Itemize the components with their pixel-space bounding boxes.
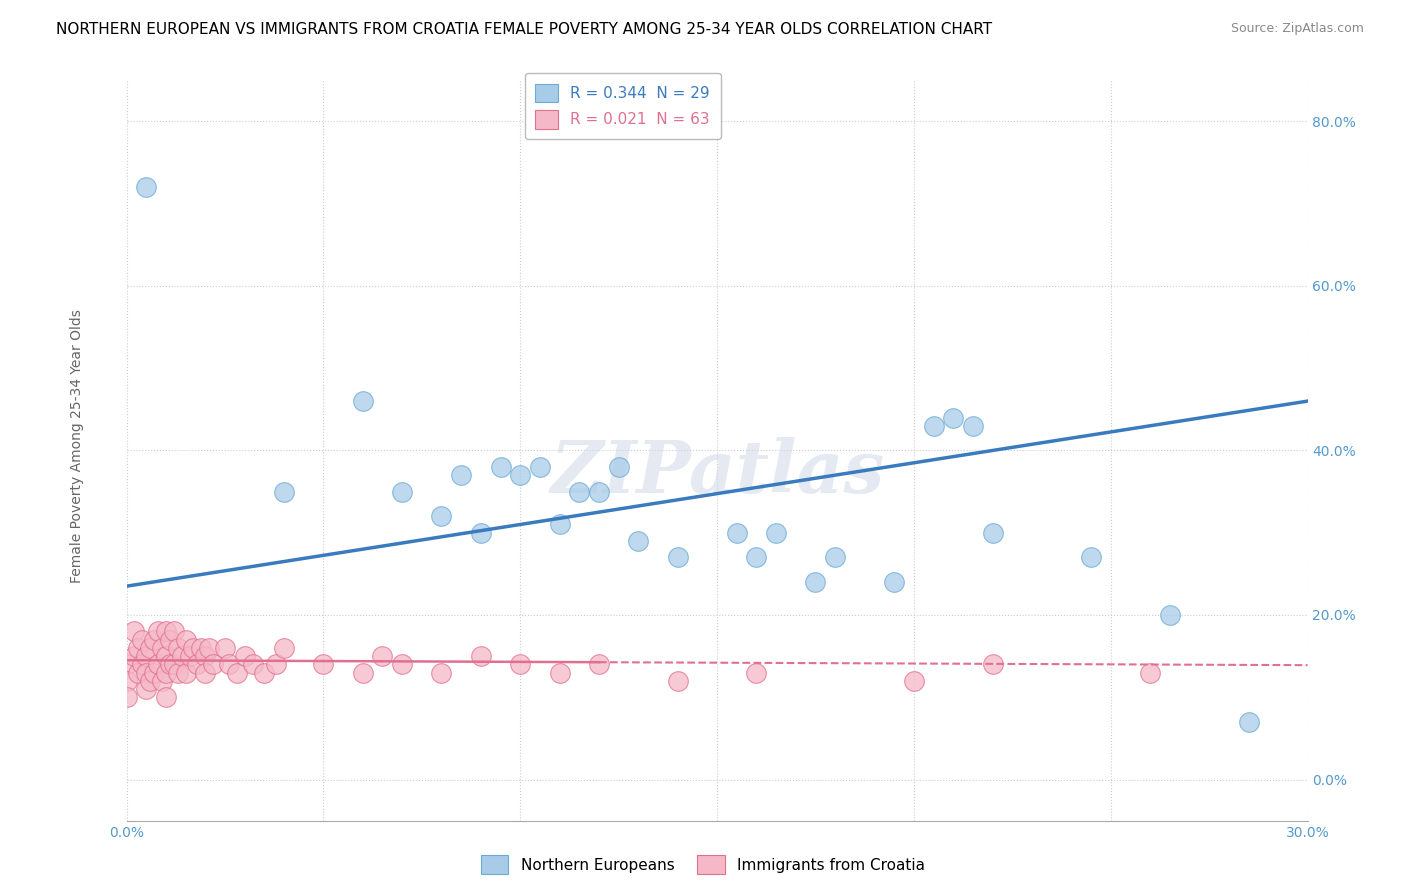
Point [155,665,177,680]
Point [666,673,689,688]
Point [765,525,787,540]
Point [127,640,149,655]
Point [607,459,630,474]
Point [883,575,905,590]
Point [903,673,925,688]
Point [131,657,153,672]
Point [470,649,492,664]
Point [143,665,166,680]
Point [139,673,162,688]
Point [1080,550,1102,565]
Point [391,484,413,499]
Point [824,550,846,565]
Point [115,673,138,688]
Point [273,640,295,655]
Point [391,657,413,672]
Legend: R = 0.344  N = 29, R = 0.021  N = 63: R = 0.344 N = 29, R = 0.021 N = 63 [524,73,721,139]
Point [159,657,181,672]
Point [568,484,591,499]
Legend: Northern Europeans, Immigrants from Croatia: Northern Europeans, Immigrants from Croa… [475,849,931,880]
Point [166,640,188,655]
Point [509,657,531,672]
Point [194,665,217,680]
Point [146,624,169,639]
Point [124,649,146,664]
Point [135,180,157,194]
Point [470,525,492,540]
Point [1237,714,1260,729]
Text: ZIPatlas: ZIPatlas [550,437,884,508]
Point [198,640,221,655]
Point [155,690,177,705]
Point [135,681,157,696]
Point [253,665,276,680]
Point [942,410,965,425]
Point [273,484,295,499]
Point [159,632,181,647]
Point [509,468,531,483]
Point [179,649,201,664]
Text: Source: ZipAtlas.com: Source: ZipAtlas.com [1230,22,1364,36]
Point [190,640,212,655]
Point [981,657,1004,672]
Point [312,657,335,672]
Point [371,649,394,664]
Point [194,649,217,664]
Point [155,624,177,639]
Point [174,665,197,680]
Point [430,509,453,524]
Point [218,657,240,672]
Point [214,640,236,655]
Point [233,649,256,664]
Point [352,665,374,680]
Point [922,418,945,433]
Point [627,533,650,548]
Point [450,468,472,483]
Point [143,632,166,647]
Point [135,649,157,664]
Point [745,550,768,565]
Point [352,394,374,409]
Point [115,657,138,672]
Point [124,624,146,639]
Point [131,632,153,647]
Point [163,624,186,639]
Point [150,673,173,688]
Point [242,657,264,672]
Point [489,459,512,474]
Point [225,665,247,680]
Point [202,657,225,672]
Point [174,632,197,647]
Point [163,657,186,672]
Point [548,517,571,532]
Point [548,665,571,680]
Point [588,657,610,672]
Point [139,640,162,655]
Point [127,665,149,680]
Text: Female Poverty Among 25-34 Year Olds: Female Poverty Among 25-34 Year Olds [70,309,84,583]
Point [135,665,157,680]
Text: NORTHERN EUROPEAN VS IMMIGRANTS FROM CROATIA FEMALE POVERTY AMONG 25-34 YEAR OLD: NORTHERN EUROPEAN VS IMMIGRANTS FROM CRO… [56,22,993,37]
Point [1159,607,1181,622]
Point [186,657,208,672]
Point [166,665,188,680]
Point [588,484,610,499]
Point [1139,665,1161,680]
Point [170,649,193,664]
Point [146,657,169,672]
Point [183,640,205,655]
Point [115,690,138,705]
Point [745,665,768,680]
Point [666,550,689,565]
Point [725,525,748,540]
Point [430,665,453,680]
Point [529,459,551,474]
Point [155,649,177,664]
Point [264,657,287,672]
Point [981,525,1004,540]
Point [804,575,827,590]
Point [150,640,173,655]
Point [962,418,984,433]
